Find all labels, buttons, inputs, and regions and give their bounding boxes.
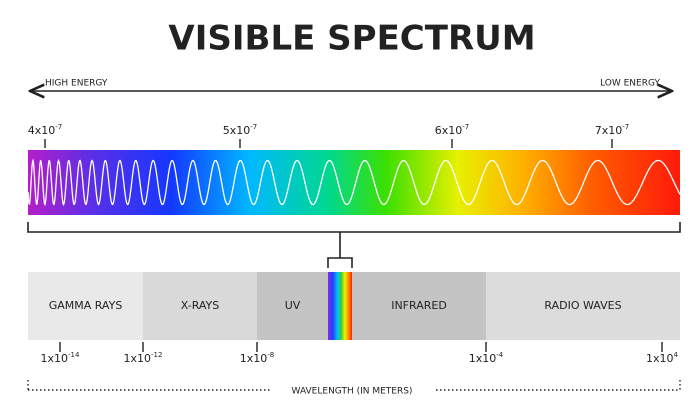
title: VISIBLE SPECTRUM: [168, 19, 535, 59]
energy-label: LOW ENERGY: [600, 79, 660, 89]
band: [352, 272, 486, 340]
tick-base: 1x10: [240, 352, 268, 365]
tick-label: 1x10-4: [469, 351, 504, 365]
tick-exponent: -8: [267, 351, 274, 359]
band-label: UV: [285, 299, 301, 312]
tick-label: 6x10-7: [435, 123, 470, 137]
tick-exponent: -14: [68, 351, 80, 359]
tick-base: 1x10: [124, 352, 152, 365]
band-label: INFRARED: [391, 299, 447, 312]
visible-band: [328, 272, 352, 340]
tick-label: 1x10-8: [240, 351, 275, 365]
tick-label: 5x10-7: [223, 123, 258, 137]
tick-base: 6x10: [435, 124, 463, 137]
band: [143, 272, 257, 340]
tick-base: 7x10: [595, 124, 623, 137]
tick-exponent: -4: [496, 351, 504, 359]
band: [486, 272, 680, 340]
band: [28, 272, 143, 340]
tick-base: 5x10: [223, 124, 251, 137]
label-bg: [270, 383, 434, 397]
tick-label: 4x10-7: [28, 123, 63, 137]
bands: GAMMA RAYS X-RAYS UV INFRARED RADIO WAVES: [28, 272, 680, 340]
wave: [28, 158, 680, 207]
band-label: GAMMA RAYS: [49, 299, 123, 312]
tick-label: 1x104: [646, 351, 679, 365]
tick-base: 1x10: [469, 352, 497, 365]
tick-label: 1x10-14: [41, 351, 80, 365]
band-label: X-RAYS: [181, 299, 220, 312]
tick-exponent: -7: [250, 123, 257, 131]
tick-base: 1x10: [41, 352, 69, 365]
band-label: RADIO WAVES: [544, 299, 621, 312]
tick-base: 4x10: [28, 124, 56, 137]
bracket: [27, 222, 681, 268]
visible-spectrum: [28, 150, 680, 215]
axis-label: WAVELENGTH (IN METERS): [292, 387, 413, 397]
tick-exponent: -7: [622, 123, 629, 131]
tick-base: 1x10: [646, 352, 674, 365]
energy-label: HIGH ENERGY: [45, 79, 108, 89]
tick-exponent: -7: [462, 123, 469, 131]
tick-label: 1x10-12: [124, 351, 163, 365]
tick-exponent: -12: [151, 351, 162, 359]
tick-exponent: 4: [674, 351, 679, 359]
tick-label: 7x10-7: [595, 123, 630, 137]
band: [257, 272, 328, 340]
tick-exponent: -7: [55, 123, 62, 131]
